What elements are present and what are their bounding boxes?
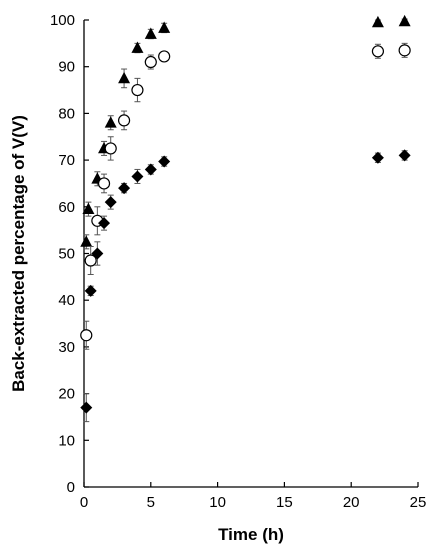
y-tick-label: 40 bbox=[58, 292, 75, 309]
chart-marks bbox=[80, 14, 411, 423]
x-tick-label: 20 bbox=[343, 494, 360, 511]
data-point-diamond bbox=[144, 163, 157, 176]
data-point-triangle bbox=[82, 202, 95, 215]
series-diamond-filled bbox=[80, 149, 411, 423]
data-point-triangle bbox=[371, 15, 384, 28]
data-point-diamond bbox=[398, 149, 411, 162]
data-point-circle bbox=[371, 45, 385, 58]
data-point-diamond bbox=[91, 247, 104, 260]
data-point-triangle bbox=[104, 116, 117, 128]
data-point-diamond bbox=[98, 217, 111, 230]
data-point-circle bbox=[97, 177, 111, 190]
data-point-circle bbox=[398, 44, 411, 57]
y-tick-label: 70 bbox=[58, 152, 75, 169]
data-point-diamond bbox=[80, 401, 93, 414]
x-tick-label: 0 bbox=[80, 494, 88, 511]
x-tick-label: 15 bbox=[276, 494, 293, 511]
y-axis-title: Back-extracted percentage of V(V) bbox=[9, 115, 28, 392]
data-point-triangle bbox=[144, 27, 157, 39]
data-point-triangle bbox=[398, 14, 411, 27]
data-point-diamond bbox=[131, 170, 144, 183]
data-point-diamond bbox=[118, 182, 131, 195]
data-point-circle bbox=[104, 142, 117, 155]
y-tick-label: 90 bbox=[58, 59, 75, 76]
axes: 0 10 20 30 40 50 60 70 80 90 100 0 5 10 15 20 25 bbox=[50, 12, 426, 511]
y-tick-label: 50 bbox=[58, 246, 75, 263]
data-point-triangle bbox=[118, 71, 131, 84]
y-tick-label: 30 bbox=[58, 339, 75, 356]
series-circle-open bbox=[80, 42, 411, 350]
y-tick-label: 20 bbox=[58, 386, 75, 403]
y-tick-label: 0 bbox=[67, 479, 75, 496]
data-point-circle bbox=[144, 55, 157, 69]
data-point-circle bbox=[80, 329, 93, 342]
x-tick-label: 10 bbox=[209, 494, 226, 511]
data-point-diamond bbox=[371, 151, 384, 164]
data-point-diamond bbox=[104, 196, 117, 209]
x-tick-label: 25 bbox=[410, 494, 427, 511]
data-point-triangle bbox=[80, 235, 93, 247]
data-point-circle bbox=[158, 50, 171, 63]
x-axis-title: Time (h) bbox=[218, 525, 284, 544]
data-point-circle bbox=[131, 83, 144, 97]
data-point-triangle bbox=[131, 41, 144, 53]
series-triangle-filled bbox=[80, 14, 411, 250]
y-tick-label: 80 bbox=[58, 105, 75, 122]
data-point-circle bbox=[84, 254, 97, 267]
y-tick-label: 100 bbox=[50, 12, 75, 29]
data-point-diamond bbox=[158, 155, 171, 168]
y-tick-label: 60 bbox=[58, 199, 75, 216]
data-point-diamond bbox=[84, 284, 97, 297]
x-tick-label: 5 bbox=[147, 494, 155, 511]
data-point-triangle bbox=[158, 21, 171, 33]
data-point-circle bbox=[117, 114, 131, 127]
y-tick-label: 10 bbox=[58, 432, 75, 449]
